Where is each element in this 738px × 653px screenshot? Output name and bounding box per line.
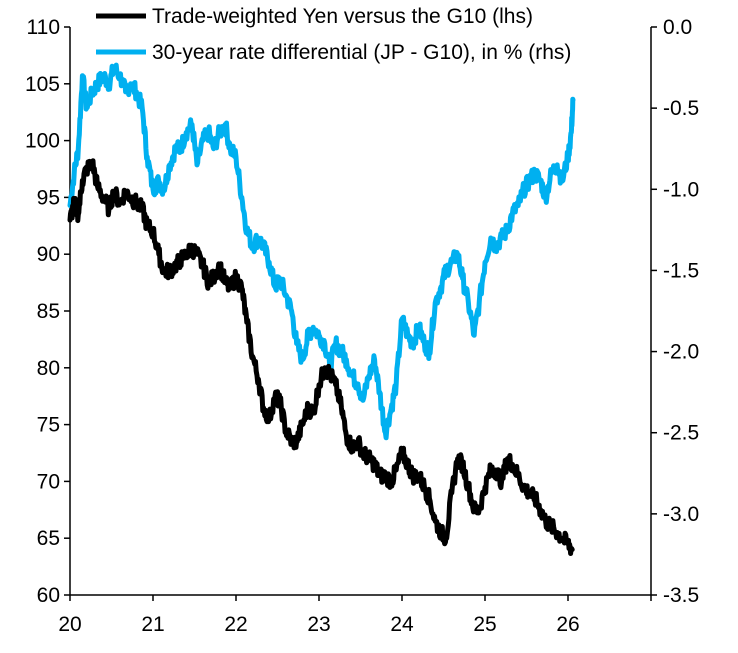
left-tick-label: 110 xyxy=(27,16,60,39)
legend: Trade-weighted Yen versus the G10 (lhs) … xyxy=(96,5,571,64)
x-tick-label: 21 xyxy=(141,613,164,636)
right-tick-label: -2.0 xyxy=(663,341,699,364)
right-tick-label: -1.0 xyxy=(663,178,699,201)
axes: 60 65 70 75 80 85 90 95 100 105 110 0.0 -0.5 -1.0 -1.5… xyxy=(25,16,699,636)
left-tick-label: 90 xyxy=(37,243,60,266)
x-tick-label: 22 xyxy=(224,613,247,636)
left-tick-label: 100 xyxy=(25,130,60,153)
left-tick-label: 95 xyxy=(37,186,60,209)
right-tick-label: -1.5 xyxy=(663,259,699,282)
left-tick-label: 65 xyxy=(37,527,60,550)
series-layer xyxy=(67,62,576,556)
legend-label-diff: 30-year rate differential (JP - G10), in… xyxy=(152,41,571,64)
right-tick-label: 0.0 xyxy=(663,16,692,39)
x-tick-label: 20 xyxy=(58,613,81,636)
x-tick-label: 26 xyxy=(556,613,579,636)
left-tick-label: 60 xyxy=(37,584,60,607)
right-tick-label: -3.5 xyxy=(663,584,699,607)
x-tick-label: 24 xyxy=(390,613,414,636)
right-tick-label: -3.0 xyxy=(663,503,699,526)
x-tick-label: 25 xyxy=(473,613,496,636)
series-line-yen xyxy=(67,158,575,556)
right-tick-label: -0.5 xyxy=(663,97,699,120)
x-tick-label: 23 xyxy=(307,613,330,636)
left-tick-label: 105 xyxy=(25,73,60,96)
left-tick-label: 80 xyxy=(37,357,60,380)
series-line-rate-differential xyxy=(67,62,576,441)
left-tick-label: 70 xyxy=(37,470,60,493)
legend-label-yen: Trade-weighted Yen versus the G10 (lhs) xyxy=(152,5,533,28)
left-tick-label: 85 xyxy=(37,300,60,323)
left-tick-label: 75 xyxy=(37,414,60,437)
right-tick-label: -2.5 xyxy=(663,422,699,445)
